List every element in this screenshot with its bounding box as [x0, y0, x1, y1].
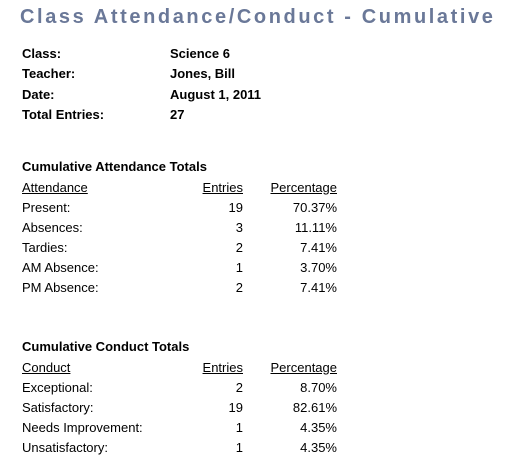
column-header: Percentage — [270, 179, 338, 195]
column-header: Entries — [202, 359, 243, 375]
info-label: Class: — [22, 46, 62, 61]
title: Class Attendance/Conduct - Cumulative — [20, 6, 496, 28]
row-label: Satisfactory: — [22, 399, 94, 415]
column-header: Entries — [202, 179, 243, 195]
cell: 4.35% — [300, 419, 337, 435]
cell: 3 — [235, 219, 243, 235]
cell: 70.37% — [292, 199, 337, 215]
section-heading: Cumulative Attendance Totals — [22, 159, 207, 174]
column-header: Attendance — [22, 179, 88, 195]
column-header: Percentage — [270, 359, 338, 375]
row-label: Needs Improvement: — [22, 419, 143, 435]
cell: 2 — [235, 279, 243, 295]
row-label: Unsatisfactory: — [22, 439, 108, 455]
cell: 19 — [228, 399, 243, 415]
info-label: Date: — [22, 86, 55, 102]
cell: 19 — [228, 199, 243, 215]
cell: 7.41% — [300, 239, 337, 255]
info-value: Jones, Bill — [170, 66, 236, 82]
row-label: Exceptional: — [22, 379, 93, 395]
info-label: Teacher: — [22, 66, 76, 82]
info-value: August 1, 2011 — [170, 86, 262, 102]
row-label: Present: — [22, 199, 71, 215]
info-value: 27 — [170, 106, 185, 122]
info-label: Total Entries: — [22, 106, 105, 122]
row-label: PM Absence: — [22, 279, 99, 295]
cell: 2 — [235, 379, 243, 395]
cell: 3.70% — [300, 259, 337, 275]
column-header: Conduct — [22, 359, 71, 375]
row-label: Absences: — [22, 219, 83, 235]
cell: 11.11% — [294, 219, 337, 235]
row-label: Tardies: — [22, 239, 68, 255]
cell: 1 — [235, 439, 243, 455]
cell: 1 — [235, 419, 243, 435]
section-heading: Cumulative Conduct Totals — [22, 339, 190, 354]
cell: 2 — [235, 239, 243, 255]
cell: 8.70% — [300, 379, 337, 395]
cell: 1 — [235, 259, 243, 275]
row-label: AM Absence: — [22, 259, 99, 275]
cell: 7.41% — [300, 279, 337, 295]
cell: 4.35% — [300, 439, 337, 455]
cell: 82.61% — [292, 399, 337, 415]
info-value: Science 6 — [170, 46, 230, 61]
